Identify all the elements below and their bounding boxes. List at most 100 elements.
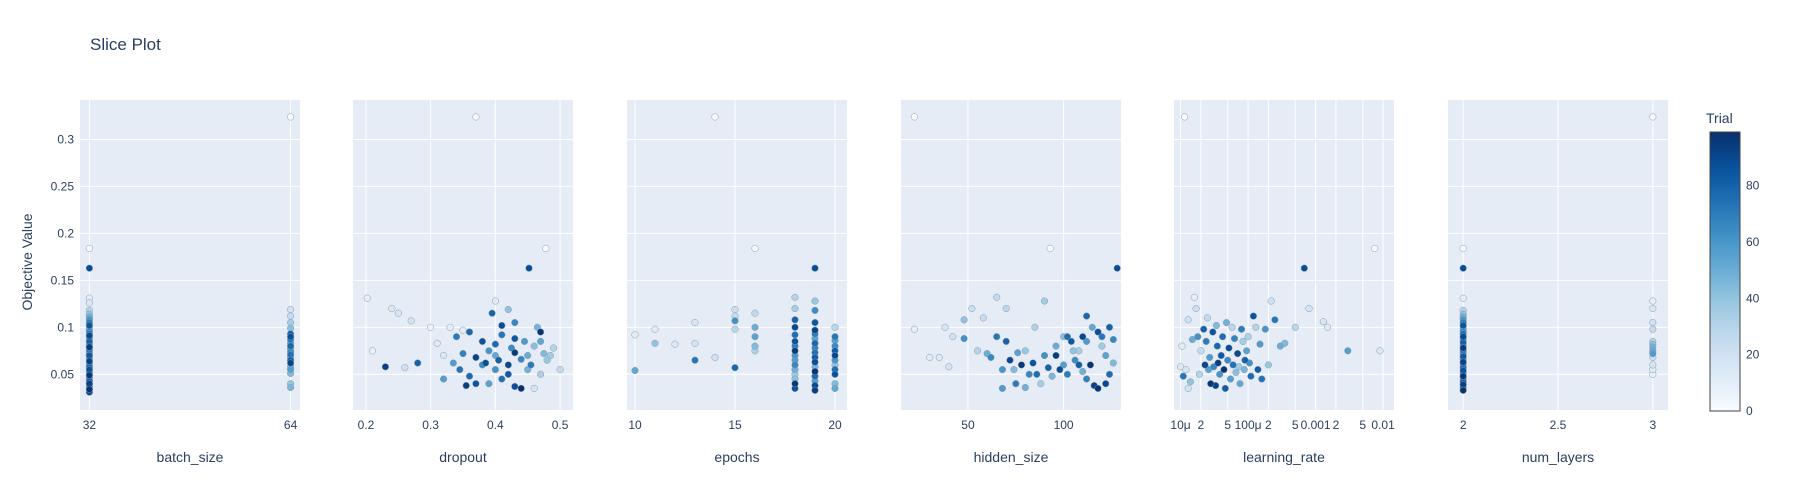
data-point	[811, 367, 819, 376]
data-point	[1228, 323, 1236, 331]
data-point	[973, 347, 982, 355]
data-point	[1006, 356, 1014, 364]
data-point	[556, 366, 564, 374]
data-point	[791, 293, 799, 301]
y-tick-label: 0.25	[51, 179, 75, 193]
x-axis-label: batch_size	[157, 449, 224, 465]
y-tick-label: 0.15	[51, 273, 75, 287]
colorbar-title: Trial	[1706, 110, 1733, 126]
data-point	[287, 383, 295, 392]
data-point	[1098, 333, 1106, 341]
data-point	[1037, 380, 1045, 388]
data-point	[401, 364, 409, 372]
data-point	[910, 113, 918, 121]
x-axis-label: hidden_size	[974, 449, 1049, 465]
data-point	[482, 359, 490, 367]
data-point	[1075, 361, 1083, 369]
data-point	[414, 359, 422, 367]
data-point	[1254, 366, 1262, 374]
data-point	[751, 342, 759, 350]
data-point	[631, 366, 639, 375]
data-point	[751, 323, 759, 331]
data-point	[960, 316, 968, 324]
data-point	[711, 353, 719, 361]
data-point	[525, 264, 533, 272]
data-point	[1225, 344, 1233, 352]
data-point	[85, 371, 93, 379]
data-point	[491, 340, 499, 348]
scatter-points	[1176, 113, 1384, 392]
data-point	[1459, 321, 1467, 330]
data-point	[511, 319, 519, 327]
data-point	[85, 321, 93, 330]
data-point	[1181, 113, 1189, 121]
data-point	[631, 331, 639, 339]
colorbar-gradient	[1709, 131, 1741, 412]
data-point	[1300, 264, 1308, 272]
data-point	[1063, 333, 1071, 341]
scatter-points	[85, 113, 295, 396]
x-tick-label: 10	[628, 418, 642, 432]
data-point	[1033, 370, 1041, 378]
x-tick-label: 100μ	[1235, 418, 1262, 432]
data-point	[1067, 337, 1075, 345]
data-point	[1649, 325, 1657, 333]
subplot-hidden-size: 50 100 hidden_size	[901, 100, 1121, 465]
data-point	[1063, 370, 1071, 378]
data-point	[691, 339, 699, 347]
data-point	[1217, 351, 1225, 360]
data-point	[1258, 375, 1266, 383]
data-point	[537, 328, 545, 336]
data-point	[910, 325, 918, 333]
data-point	[751, 333, 759, 341]
x-tick-label: 10μ	[1170, 418, 1190, 432]
data-point	[472, 353, 480, 361]
data-point	[945, 363, 953, 371]
subplot-dropout: 0.2 0.3 0.4 0.5 dropout	[353, 100, 573, 465]
data-point	[517, 384, 525, 392]
x-tick-label: 0.4	[487, 418, 504, 432]
data-point	[1212, 321, 1220, 330]
scatter-points	[910, 113, 1121, 392]
data-point	[1206, 353, 1214, 361]
data-point	[1240, 366, 1248, 374]
data-point	[960, 335, 968, 343]
data-point	[1094, 328, 1102, 336]
data-point	[791, 323, 799, 331]
data-point	[478, 337, 486, 345]
data-point	[1098, 342, 1106, 350]
data-point	[979, 314, 987, 322]
plot-background	[80, 100, 300, 410]
data-point	[363, 294, 371, 302]
data-point	[1244, 333, 1252, 341]
data-point	[85, 244, 93, 252]
data-point	[811, 297, 819, 305]
plot-background	[353, 100, 573, 410]
data-point	[433, 339, 441, 347]
x-axis-label: dropout	[439, 449, 487, 465]
data-point	[381, 363, 389, 371]
data-point	[1239, 337, 1247, 345]
data-point	[1232, 368, 1240, 376]
x-tick-label: 64	[284, 418, 298, 432]
data-point	[472, 113, 480, 121]
data-point	[1236, 380, 1244, 388]
data-point	[1203, 314, 1211, 322]
data-point	[941, 323, 949, 331]
x-tick-label: 15	[728, 418, 742, 432]
data-point	[527, 361, 535, 369]
data-point	[751, 309, 759, 317]
data-point	[520, 337, 529, 345]
data-point	[1190, 293, 1198, 301]
data-point	[926, 353, 934, 361]
data-point	[85, 299, 93, 307]
data-point	[540, 350, 548, 358]
data-point	[517, 355, 525, 363]
data-point	[731, 325, 739, 333]
data-point	[811, 264, 819, 272]
x-tick-label: 100	[1054, 418, 1074, 432]
subplot-num-layers: 2 2.5 3 num_layers	[1448, 100, 1668, 465]
data-point	[1200, 325, 1208, 333]
data-point	[651, 339, 659, 347]
